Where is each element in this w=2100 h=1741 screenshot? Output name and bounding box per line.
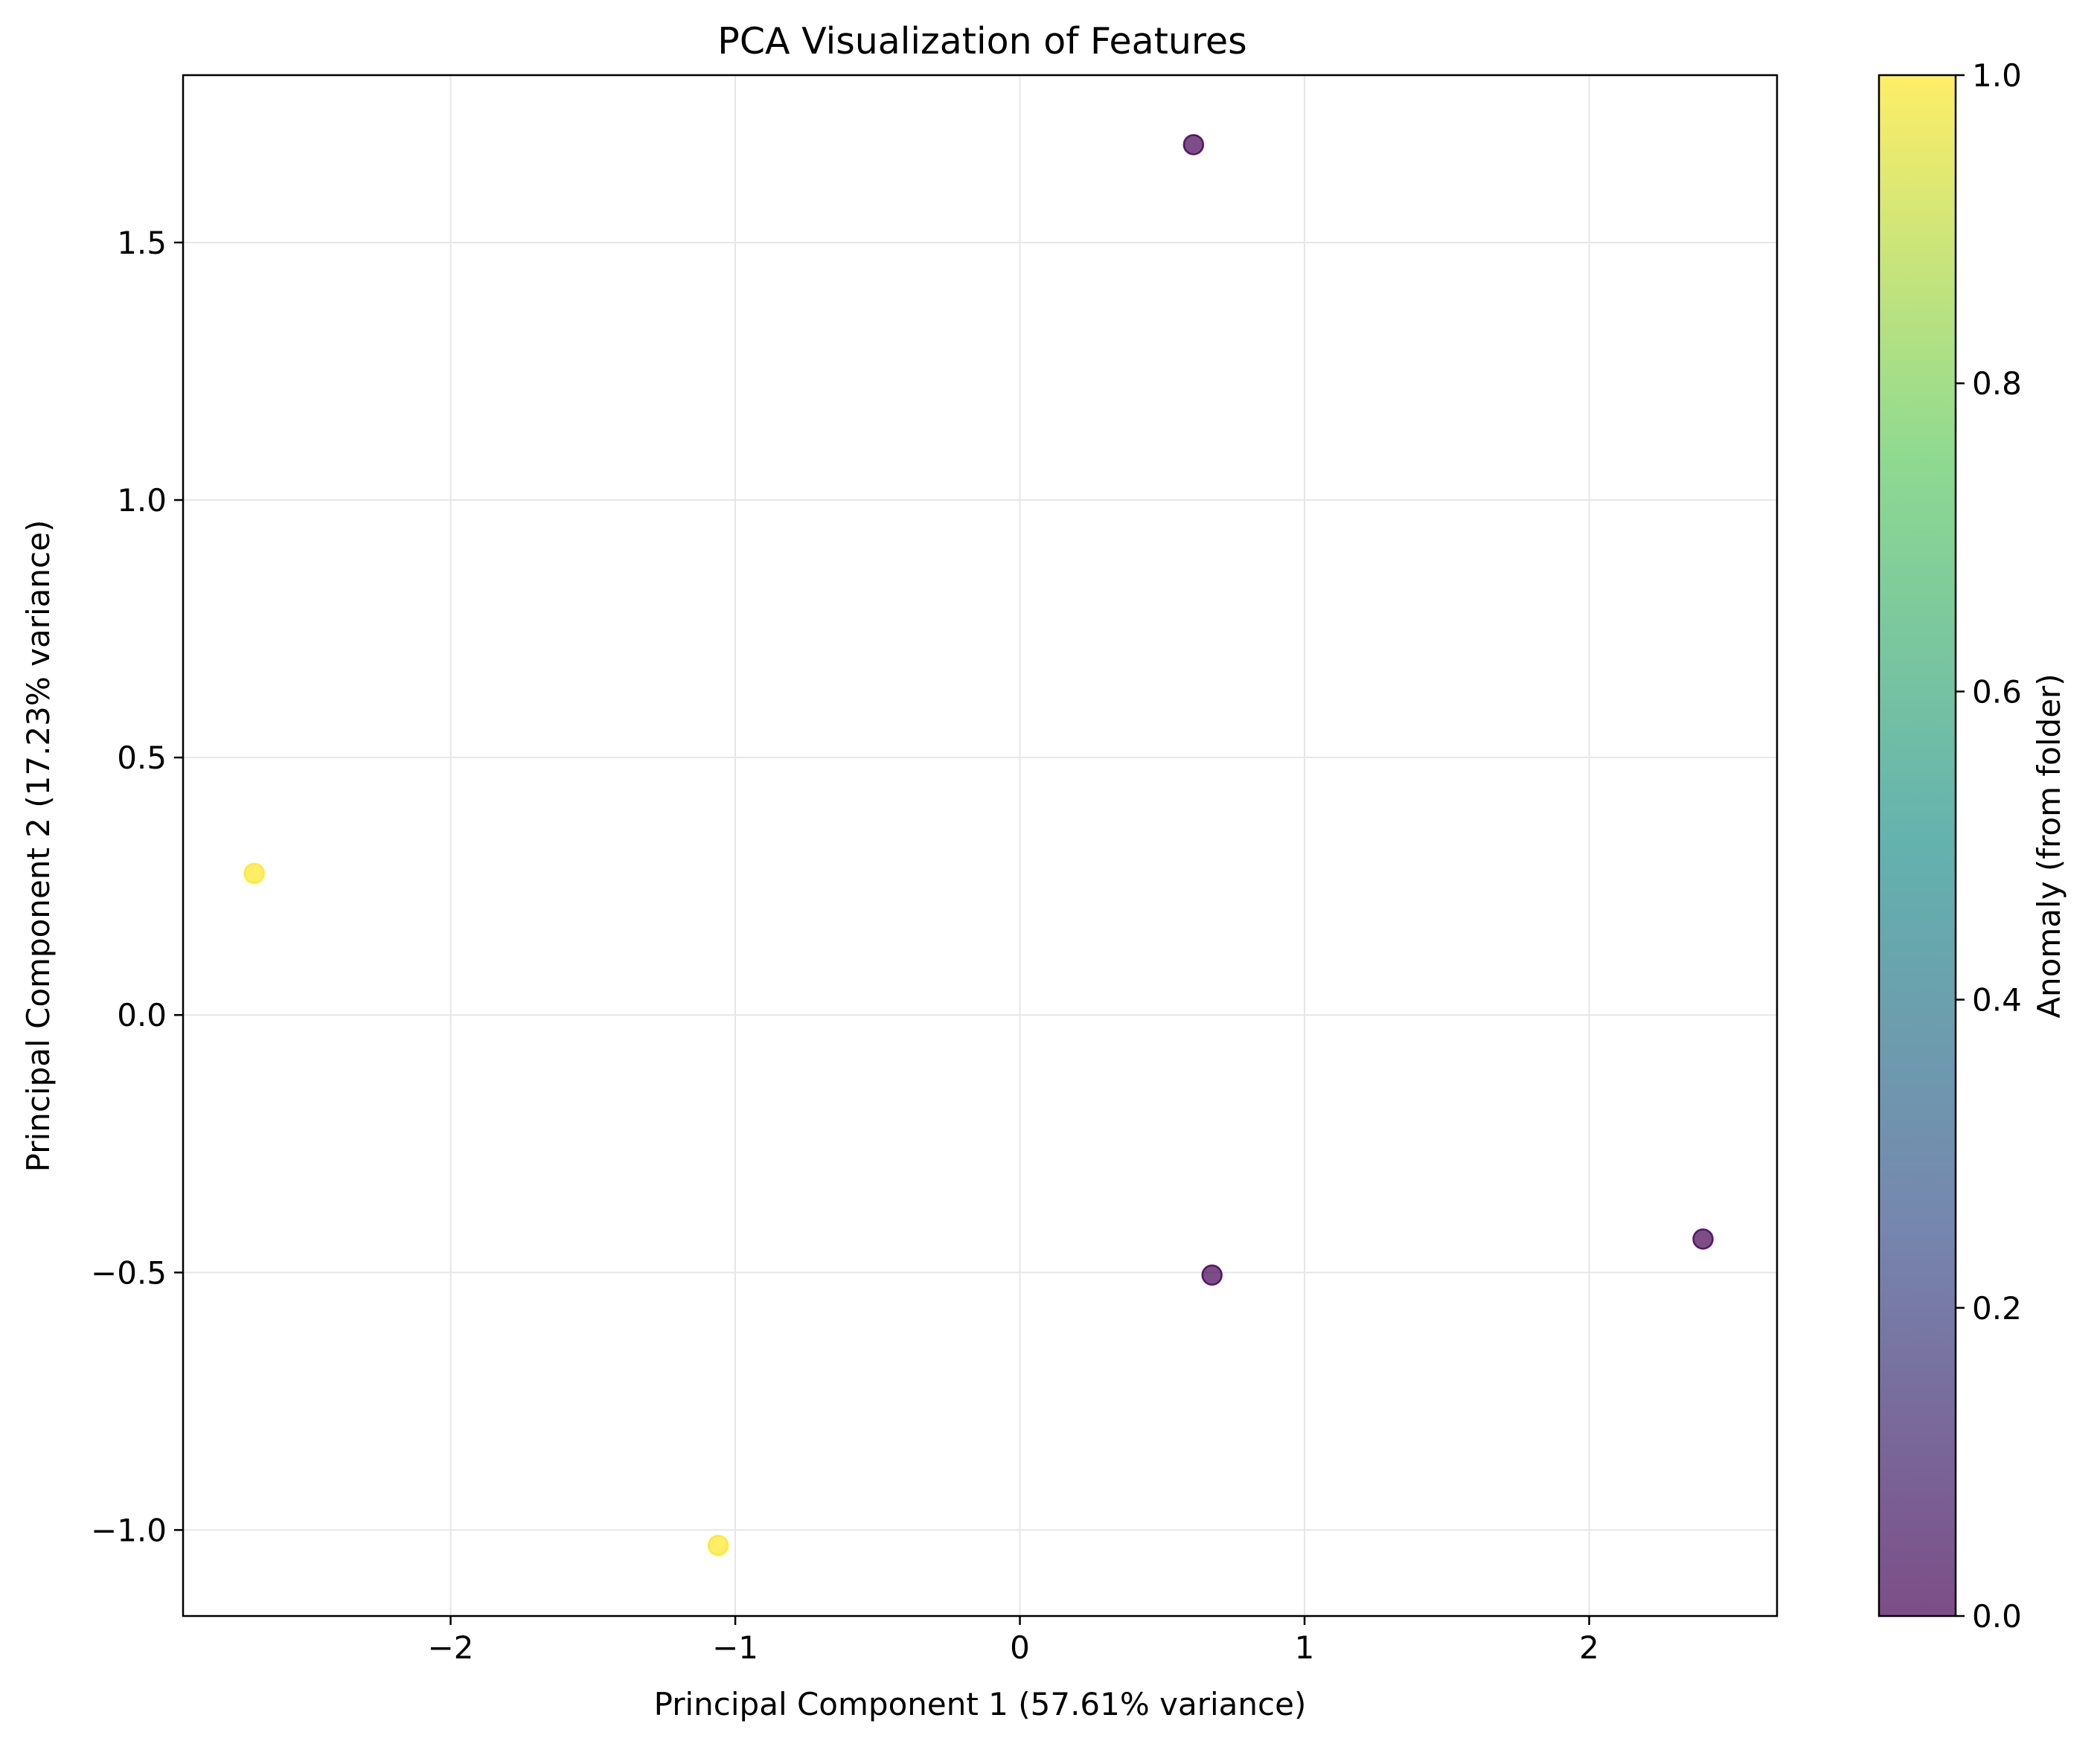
y-tick-label: −0.5 [91, 1254, 167, 1291]
colorbar-tick-label: 0.6 [1972, 673, 2022, 710]
grid-lines [183, 75, 1777, 1616]
colorbar-tick-label: 0.4 [1972, 982, 2022, 1019]
data-point-anomaly-1 [243, 862, 265, 885]
y-tick-label: 1.0 [117, 482, 167, 519]
x-tick-label: 2 [1579, 1629, 1599, 1666]
data-point-anomaly-0 [1692, 1228, 1714, 1250]
y-tick-label: 0.5 [117, 740, 167, 776]
colorbar-label: Anomaly (from folder) [2031, 673, 2067, 1018]
y-tick-label: −1.0 [91, 1512, 167, 1548]
y-tick-label: 0.0 [117, 997, 167, 1033]
colorbar-tick-label: 1.0 [1972, 57, 2022, 94]
data-point-anomaly-0 [1182, 134, 1205, 155]
colorbar-tick-label: 0.2 [1972, 1290, 2022, 1327]
x-tick-label: 0 [1010, 1629, 1030, 1666]
colorbar-tick-label: 0.0 [1972, 1598, 2022, 1635]
colorbar-tick-label: 0.8 [1972, 365, 2022, 402]
x-axis-label: Principal Component 1 (57.61% variance) [654, 1686, 1307, 1722]
data-point-anomaly-1 [707, 1534, 729, 1556]
x-axis-ticks: −2 −1 0 1 2 [428, 1616, 1599, 1666]
y-axis-ticks: −1.0 −0.5 0.0 0.5 1.0 1.5 [91, 225, 183, 1548]
colorbar [1877, 74, 1957, 1617]
x-tick-label: 1 [1295, 1629, 1315, 1666]
data-point-anomaly-0 [1201, 1264, 1223, 1286]
data-points [243, 134, 1714, 1556]
plot-frame [182, 74, 1779, 1617]
y-tick-label: 1.5 [117, 225, 167, 261]
chart-title: PCA Visualization of Features [717, 20, 1246, 62]
x-tick-label: −2 [428, 1629, 474, 1666]
colorbar-ticks: 0.0 0.2 0.4 0.6 0.8 1.0 [1956, 57, 2022, 1635]
y-axis-label: Principal Component 2 (17.23% variance) [20, 520, 57, 1173]
x-tick-label: −1 [712, 1629, 758, 1666]
